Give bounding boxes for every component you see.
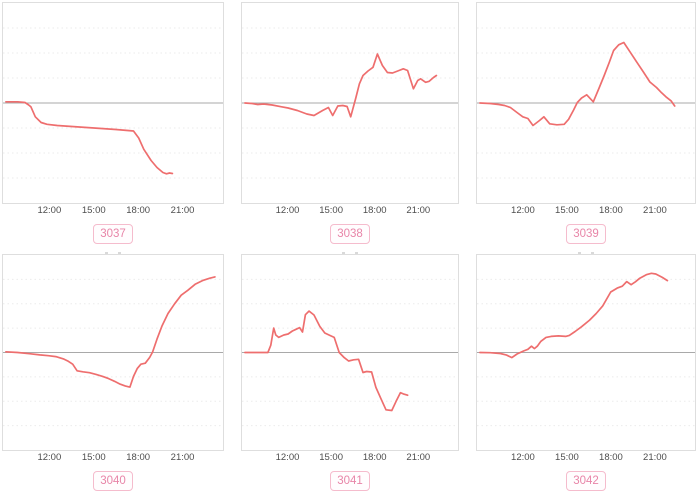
chart-panel-3041: 12:00 15:00 18:00 21:00 3041	[241, 250, 459, 491]
x-tick-label: 15:00	[81, 205, 106, 216]
badge-row: 3040	[2, 471, 224, 491]
line-chart-3042[interactable]	[476, 254, 696, 451]
chart-id-badge-3042[interactable]: 3042	[566, 471, 606, 491]
x-tick-label: 18:00	[599, 452, 623, 463]
x-tick-label: 18:00	[126, 205, 151, 216]
chart-panel-3040: 12:00 15:00 18:00 21:00 3040	[2, 250, 224, 491]
badge-row: 3039	[476, 224, 696, 244]
line-chart-3037[interactable]	[2, 2, 224, 204]
line-chart-3039[interactable]	[476, 2, 696, 204]
x-tick-label: 12:00	[275, 452, 300, 463]
clipped-title-artifact	[241, 250, 459, 254]
x-tick-label: 12:00	[37, 205, 62, 216]
x-tick-label: 18:00	[362, 452, 387, 463]
clipped-title-artifact	[476, 250, 696, 254]
line-chart-3041[interactable]	[241, 254, 459, 451]
x-tick-label: 15:00	[555, 452, 579, 463]
chart-id-badge-3039[interactable]: 3039	[566, 224, 606, 244]
x-tick-label: 18:00	[362, 205, 387, 216]
x-axis-3039: 12:00 15:00 18:00 21:00	[476, 205, 696, 218]
badge-row: 3042	[476, 471, 696, 491]
badge-row: 3037	[2, 224, 224, 244]
x-tick-label: 12:00	[511, 205, 535, 216]
x-tick-label: 15:00	[319, 452, 343, 463]
x-tick-label: 21:00	[170, 452, 195, 463]
chart-id-badge-3041[interactable]: 3041	[330, 471, 370, 491]
chart-id-badge-3038[interactable]: 3038	[330, 224, 370, 244]
chart-panel-3038: 12:00 15:00 18:00 21:00 3038	[241, 0, 459, 244]
x-tick-label: 21:00	[406, 205, 431, 216]
x-tick-label: 18:00	[126, 452, 151, 463]
x-axis-3040: 12:00 15:00 18:00 21:00	[2, 452, 224, 465]
chart-panel-3037: 12:00 15:00 18:00 21:00 3037	[2, 0, 224, 244]
chart-panel-3042: 12:00 15:00 18:00 21:00 3042	[476, 250, 696, 491]
x-axis-3041: 12:00 15:00 18:00 21:00	[241, 452, 459, 465]
chart-id-badge-3037[interactable]: 3037	[93, 224, 133, 244]
x-tick-label: 21:00	[170, 205, 195, 216]
x-axis-3037: 12:00 15:00 18:00 21:00	[2, 205, 224, 218]
x-tick-label: 12:00	[37, 452, 62, 463]
clipped-title-artifact	[2, 250, 224, 254]
x-tick-label: 12:00	[275, 205, 300, 216]
x-tick-label: 21:00	[406, 452, 431, 463]
line-chart-3040[interactable]	[2, 254, 224, 451]
chart-id-badge-3040[interactable]: 3040	[93, 471, 133, 491]
x-tick-label: 15:00	[319, 205, 343, 216]
x-tick-label: 18:00	[599, 205, 623, 216]
x-tick-label: 15:00	[555, 205, 579, 216]
x-axis-3038: 12:00 15:00 18:00 21:00	[241, 205, 459, 218]
x-tick-label: 21:00	[643, 205, 667, 216]
badge-row: 3038	[241, 224, 459, 244]
x-tick-label: 12:00	[511, 452, 535, 463]
x-axis-3042: 12:00 15:00 18:00 21:00	[476, 452, 696, 465]
line-chart-3038[interactable]	[241, 2, 459, 204]
x-tick-label: 15:00	[81, 452, 106, 463]
chart-panel-3039: 12:00 15:00 18:00 21:00 3039	[476, 0, 696, 244]
x-tick-label: 21:00	[643, 452, 667, 463]
badge-row: 3041	[241, 471, 459, 491]
